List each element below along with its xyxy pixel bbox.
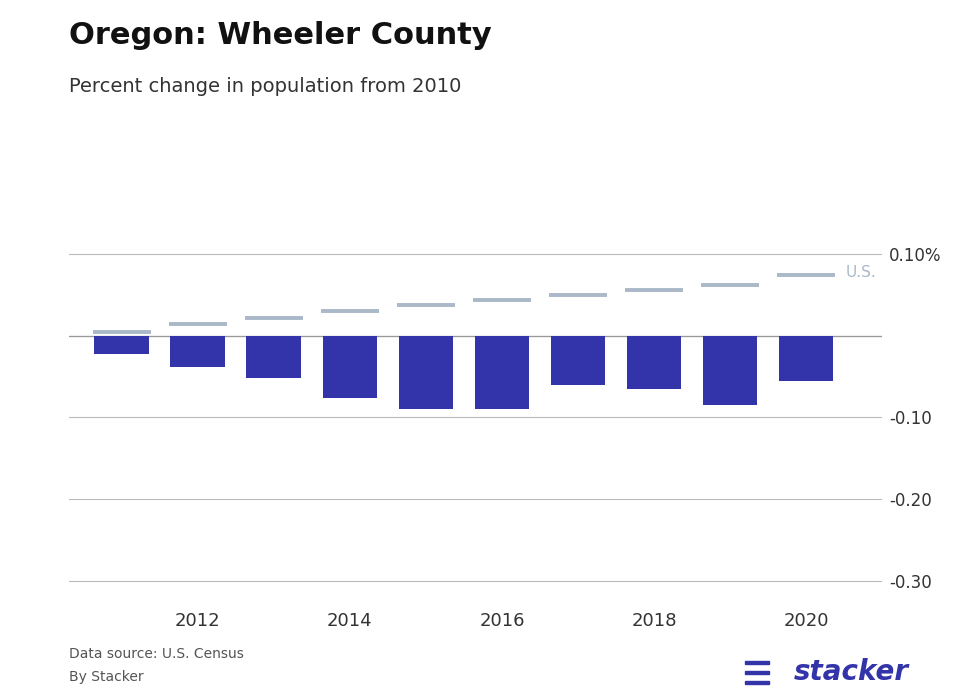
Text: Percent change in population from 2010: Percent change in population from 2010 — [69, 77, 461, 96]
Bar — [247, 336, 301, 378]
Text: stacker: stacker — [794, 658, 908, 686]
Bar — [626, 336, 681, 389]
Bar — [474, 336, 529, 409]
Bar — [94, 336, 149, 354]
Text: Data source: U.S. Census: Data source: U.S. Census — [69, 647, 243, 661]
Bar — [322, 336, 377, 398]
Text: By Stacker: By Stacker — [69, 670, 143, 684]
Bar — [171, 336, 225, 367]
Text: U.S.: U.S. — [846, 266, 876, 280]
Bar — [779, 336, 833, 380]
Bar — [703, 336, 758, 405]
Text: Oregon: Wheeler County: Oregon: Wheeler County — [69, 21, 491, 50]
Bar — [399, 336, 454, 409]
Bar — [551, 336, 606, 384]
